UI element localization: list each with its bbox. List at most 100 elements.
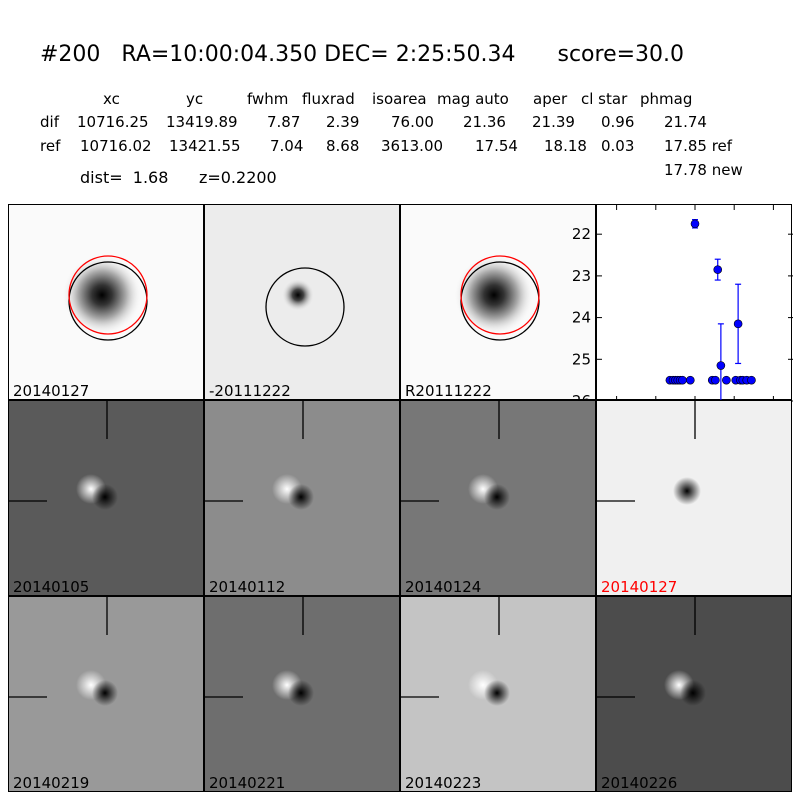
ref-cl-star: 0.03 bbox=[601, 137, 635, 155]
epoch-stamp-svg bbox=[597, 401, 701, 505]
stamp-label: -20111222 bbox=[209, 382, 291, 400]
epoch-label: 20140105 bbox=[13, 578, 90, 596]
transient-blob bbox=[282, 279, 314, 311]
epoch-stamp-svg bbox=[9, 597, 118, 706]
dist-z-line: dist= 1.68 z=0.2200 bbox=[80, 168, 277, 187]
dec-text: DEC= 2:25:50.34 bbox=[324, 42, 516, 67]
epoch-stamp-svg bbox=[401, 401, 510, 510]
negative-residual bbox=[92, 484, 118, 510]
ref-row-label: ref bbox=[40, 137, 61, 155]
epoch-stamp: 20140226 bbox=[596, 596, 792, 792]
reference-circle bbox=[68, 255, 148, 335]
epoch-stamp: 20140127 bbox=[596, 400, 792, 596]
data-point bbox=[733, 319, 743, 329]
epoch-label: 20140223 bbox=[405, 774, 482, 792]
epoch-label: 20140124 bbox=[405, 578, 482, 596]
data-point bbox=[711, 375, 720, 385]
dist-text: dist= 1.68 bbox=[80, 168, 169, 187]
new-phmag: 17.78 new bbox=[664, 161, 743, 179]
data-point bbox=[722, 375, 731, 385]
candidate-id: #200 bbox=[40, 42, 101, 67]
col-cl-star: cl star bbox=[581, 90, 628, 108]
col-aper: aper bbox=[533, 90, 568, 108]
ref-mag-auto: 17.54 bbox=[475, 137, 518, 155]
stamp-reference-image: R20111222 bbox=[400, 204, 596, 400]
candidate-title: #200 RA=10:00:04.350 DEC= 2:25:50.34 sco… bbox=[40, 42, 684, 67]
epoch-stamp-svg bbox=[205, 401, 314, 510]
y-tick-label: 22 bbox=[572, 225, 591, 243]
negative-residual bbox=[484, 484, 510, 510]
ra-text: RA=10:00:04.350 bbox=[121, 42, 318, 67]
negative-residual bbox=[673, 477, 701, 505]
dif-yc: 13419.89 bbox=[166, 113, 238, 131]
ref-aper: 18.18 bbox=[544, 137, 587, 155]
ref-fwhm: 7.04 bbox=[270, 137, 304, 155]
stamp-diff-svg bbox=[265, 267, 345, 347]
ref-phmag: 17.85 ref bbox=[664, 137, 733, 155]
data-point bbox=[678, 375, 687, 385]
y-tick-label: 25 bbox=[572, 350, 591, 368]
reference-circle bbox=[460, 255, 540, 335]
col-phmag: phmag bbox=[640, 90, 693, 108]
data-point bbox=[716, 361, 726, 370]
stamp-label: R20111222 bbox=[405, 382, 492, 400]
data-point bbox=[713, 265, 723, 274]
epoch-stamp-svg bbox=[9, 401, 118, 510]
epoch-stamp: 20140219 bbox=[8, 596, 204, 792]
object-circle bbox=[265, 267, 345, 347]
galaxy-blob bbox=[454, 255, 534, 335]
negative-residual bbox=[288, 484, 314, 510]
epoch-stamp-svg bbox=[401, 597, 510, 706]
epoch-stamp: 20140112 bbox=[204, 400, 400, 596]
data-point bbox=[685, 375, 695, 385]
data-point bbox=[747, 375, 756, 385]
epoch-stamp: 20140223 bbox=[400, 596, 596, 792]
dif-xc: 10716.25 bbox=[77, 113, 149, 131]
epoch-stamp: 20140221 bbox=[204, 596, 400, 792]
epoch-label: 20140226 bbox=[601, 774, 678, 792]
ref-isoarea: 3613.00 bbox=[381, 137, 444, 155]
epoch-stamp-svg bbox=[597, 597, 706, 706]
epoch-label: 20140112 bbox=[209, 578, 286, 596]
col-xc: xc bbox=[103, 90, 120, 108]
stamp-new-svg bbox=[62, 255, 148, 341]
dif-fluxrad: 2.39 bbox=[326, 113, 360, 131]
epoch-label: 20140127 bbox=[601, 578, 678, 596]
epoch-stamp: 20140105 bbox=[8, 400, 204, 596]
y-tick-label: 23 bbox=[572, 267, 591, 285]
col-isoarea: isoarea bbox=[372, 90, 427, 108]
epoch-label: 20140219 bbox=[13, 774, 90, 792]
negative-residual bbox=[484, 680, 510, 706]
ref-xc: 10716.02 bbox=[80, 137, 152, 155]
stamp-label: 20140127 bbox=[13, 382, 90, 400]
negative-residual bbox=[92, 680, 118, 706]
epoch-label: 20140221 bbox=[209, 774, 286, 792]
stamp-difference-image: -20111222 bbox=[204, 204, 400, 400]
z-text: z=0.2200 bbox=[198, 168, 277, 187]
epoch-stamp-svg bbox=[205, 597, 314, 706]
dif-isoarea: 76.00 bbox=[391, 113, 434, 131]
ref-yc: 13421.55 bbox=[169, 137, 241, 155]
stamp-new-image: 20140127 bbox=[8, 204, 204, 400]
dif-aper: 21.39 bbox=[532, 113, 575, 131]
negative-residual bbox=[288, 680, 314, 706]
col-fluxrad: fluxrad bbox=[302, 90, 355, 108]
galaxy-blob bbox=[62, 255, 142, 335]
col-yc: yc bbox=[186, 90, 204, 108]
dif-phmag: 21.74 bbox=[664, 113, 707, 131]
dif-fwhm: 7.87 bbox=[267, 113, 301, 131]
light-curve-svg: 2223242526−100−50050100 bbox=[572, 205, 793, 425]
ref-fluxrad: 8.68 bbox=[326, 137, 360, 155]
light-curve-panel: 2223242526−100−50050100 bbox=[572, 204, 793, 425]
negative-residual bbox=[680, 680, 706, 706]
data-point bbox=[690, 219, 700, 229]
col-fwhm: fwhm bbox=[247, 90, 289, 108]
epoch-stamp: 20140124 bbox=[400, 400, 596, 596]
dif-mag-auto: 21.36 bbox=[463, 113, 506, 131]
y-tick-label: 24 bbox=[572, 309, 591, 327]
dif-row-label: dif bbox=[40, 113, 59, 131]
dif-cl-star: 0.96 bbox=[601, 113, 635, 131]
stamp-ref-svg bbox=[454, 255, 540, 341]
score-text: score=30.0 bbox=[557, 42, 685, 67]
col-mag-auto: mag auto bbox=[437, 90, 509, 108]
